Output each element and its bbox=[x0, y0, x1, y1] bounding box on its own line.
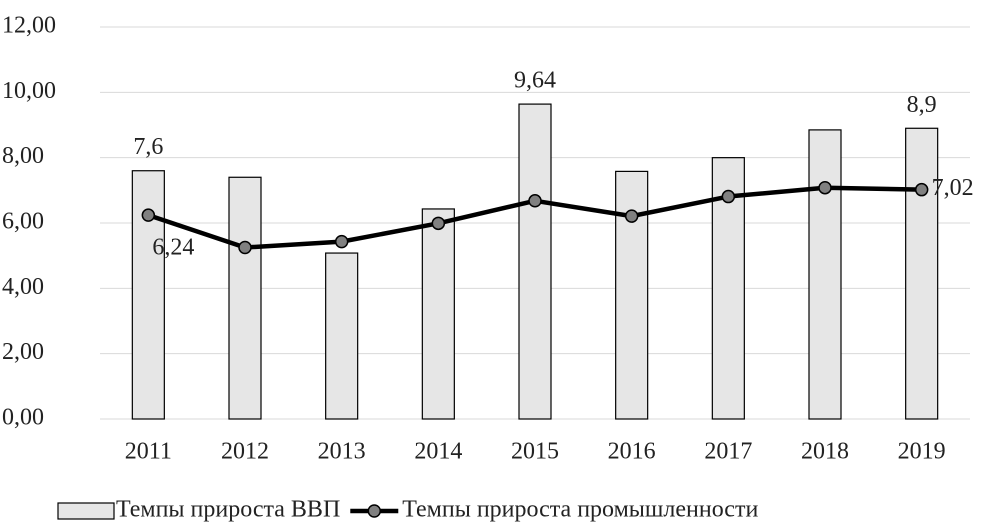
legend-label: Темпы прироста промышленности bbox=[402, 497, 758, 523]
x-tick-label: 2019 bbox=[898, 439, 946, 465]
bar bbox=[808, 129, 842, 420]
x-tick-label: 2011 bbox=[125, 439, 172, 465]
bar bbox=[228, 176, 262, 420]
y-tick-label: 10,00 bbox=[2, 78, 56, 104]
bar bbox=[131, 170, 165, 420]
line-marker bbox=[721, 189, 736, 204]
line-value-label: 7,02 bbox=[932, 175, 974, 201]
x-tick-label: 2015 bbox=[511, 439, 559, 465]
x-tick-label: 2012 bbox=[221, 439, 269, 465]
y-tick-label: 6,00 bbox=[2, 209, 44, 235]
line-marker bbox=[431, 216, 446, 231]
line-marker bbox=[238, 240, 252, 255]
bar bbox=[905, 127, 939, 420]
y-tick-label: 4,00 bbox=[2, 274, 44, 300]
bar bbox=[421, 208, 455, 420]
y-tick-label: 0,00 bbox=[2, 405, 44, 431]
y-tick-label: 8,00 bbox=[2, 143, 44, 169]
line-marker bbox=[528, 194, 542, 208]
line-marker bbox=[141, 208, 156, 222]
legend-marker bbox=[367, 504, 382, 518]
bar bbox=[615, 170, 649, 420]
y-tick-label: 12,00 bbox=[2, 13, 56, 39]
x-tick-label: 2017 bbox=[704, 439, 752, 465]
y-tick-label: 2,00 bbox=[2, 339, 44, 365]
line-value-label: 6,24 bbox=[152, 235, 194, 261]
legend-swatch bbox=[57, 502, 115, 520]
x-tick-label: 2013 bbox=[318, 439, 366, 465]
bar bbox=[518, 103, 552, 420]
line-marker bbox=[624, 209, 639, 223]
line-marker bbox=[334, 234, 349, 249]
line-marker bbox=[914, 182, 929, 197]
line-marker bbox=[818, 180, 832, 195]
x-tick-label: 2014 bbox=[414, 439, 462, 465]
x-tick-label: 2016 bbox=[608, 439, 656, 465]
bar-value-label: 9,64 bbox=[514, 68, 556, 94]
legend-label: Темпы прироста ВВП bbox=[116, 497, 340, 523]
bar-value-label: 7,6 bbox=[133, 134, 163, 160]
bar bbox=[325, 252, 359, 420]
bar-value-label: 8,9 bbox=[907, 92, 937, 118]
x-tick-label: 2018 bbox=[801, 439, 849, 465]
